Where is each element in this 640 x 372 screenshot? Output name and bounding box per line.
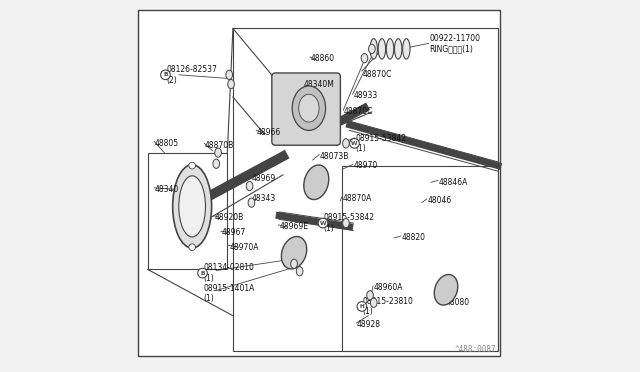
Ellipse shape bbox=[394, 39, 402, 59]
Text: 48960A: 48960A bbox=[374, 283, 403, 292]
Ellipse shape bbox=[361, 54, 368, 63]
Text: 48928: 48928 bbox=[357, 321, 381, 330]
Text: 48967: 48967 bbox=[222, 228, 246, 237]
Ellipse shape bbox=[342, 218, 349, 228]
Ellipse shape bbox=[189, 162, 195, 169]
Text: 08915-53842
(1): 08915-53842 (1) bbox=[324, 214, 374, 233]
Text: 48933: 48933 bbox=[353, 91, 378, 100]
Ellipse shape bbox=[387, 39, 394, 59]
Text: W: W bbox=[320, 221, 326, 225]
Text: 48870C: 48870C bbox=[344, 108, 374, 116]
Text: 48820: 48820 bbox=[401, 233, 426, 243]
Ellipse shape bbox=[213, 159, 220, 169]
Circle shape bbox=[198, 268, 207, 278]
Ellipse shape bbox=[299, 94, 319, 122]
Text: 00922-11700
RINGリング(1): 00922-11700 RINGリング(1) bbox=[429, 33, 481, 53]
Ellipse shape bbox=[403, 39, 410, 59]
Text: B: B bbox=[163, 72, 168, 77]
Ellipse shape bbox=[226, 70, 232, 80]
Ellipse shape bbox=[246, 182, 253, 190]
Text: 48343: 48343 bbox=[252, 195, 276, 203]
Text: 48920B: 48920B bbox=[214, 213, 244, 222]
Ellipse shape bbox=[370, 39, 378, 59]
Ellipse shape bbox=[369, 44, 375, 54]
Text: 48340M: 48340M bbox=[303, 80, 334, 89]
Bar bbox=[342, 166, 498, 351]
Text: 08126-82537
(2): 08126-82537 (2) bbox=[166, 65, 217, 84]
Text: 48870B: 48870B bbox=[205, 141, 234, 150]
Ellipse shape bbox=[371, 298, 377, 307]
FancyBboxPatch shape bbox=[272, 73, 340, 145]
Ellipse shape bbox=[248, 198, 255, 207]
Ellipse shape bbox=[435, 275, 458, 305]
Circle shape bbox=[349, 138, 359, 148]
Circle shape bbox=[161, 70, 170, 80]
Text: 48970: 48970 bbox=[353, 161, 378, 170]
Ellipse shape bbox=[367, 291, 373, 300]
Ellipse shape bbox=[304, 165, 329, 200]
Text: 48340: 48340 bbox=[155, 185, 179, 194]
Ellipse shape bbox=[378, 39, 385, 59]
Text: 48969E: 48969E bbox=[279, 222, 308, 231]
Ellipse shape bbox=[291, 259, 298, 269]
Text: 08915-23810
(1): 08915-23810 (1) bbox=[363, 297, 413, 316]
Text: H: H bbox=[360, 304, 364, 309]
Bar bbox=[233, 29, 498, 351]
Text: 48805: 48805 bbox=[155, 139, 179, 148]
Text: 08134-02810
(1): 08134-02810 (1) bbox=[204, 263, 254, 283]
Ellipse shape bbox=[179, 176, 205, 237]
Text: 08915-1401A
(1): 08915-1401A (1) bbox=[204, 284, 255, 303]
Text: 48046: 48046 bbox=[428, 196, 452, 205]
Ellipse shape bbox=[173, 165, 212, 248]
Circle shape bbox=[318, 218, 328, 228]
Ellipse shape bbox=[292, 86, 326, 131]
Text: 48870C: 48870C bbox=[363, 70, 392, 79]
Ellipse shape bbox=[228, 80, 234, 89]
Ellipse shape bbox=[189, 244, 195, 250]
Text: 48969: 48969 bbox=[252, 174, 276, 183]
Text: B: B bbox=[200, 270, 205, 276]
Circle shape bbox=[357, 302, 367, 311]
Ellipse shape bbox=[296, 267, 303, 276]
Text: 48860: 48860 bbox=[311, 54, 335, 62]
Bar bbox=[148, 153, 227, 269]
Ellipse shape bbox=[342, 139, 349, 148]
Text: ^488:0087: ^488:0087 bbox=[454, 344, 496, 353]
Ellipse shape bbox=[215, 148, 221, 157]
Text: 48870A: 48870A bbox=[342, 195, 372, 203]
Text: 48970A: 48970A bbox=[229, 243, 259, 251]
Text: W: W bbox=[351, 141, 358, 146]
Text: 48073B: 48073B bbox=[320, 152, 349, 161]
Ellipse shape bbox=[282, 237, 307, 269]
Text: 08915-53842
(1): 08915-53842 (1) bbox=[355, 134, 406, 153]
Text: 48846A: 48846A bbox=[438, 178, 468, 187]
Text: 48966: 48966 bbox=[257, 128, 281, 137]
Text: 48080: 48080 bbox=[446, 298, 470, 307]
